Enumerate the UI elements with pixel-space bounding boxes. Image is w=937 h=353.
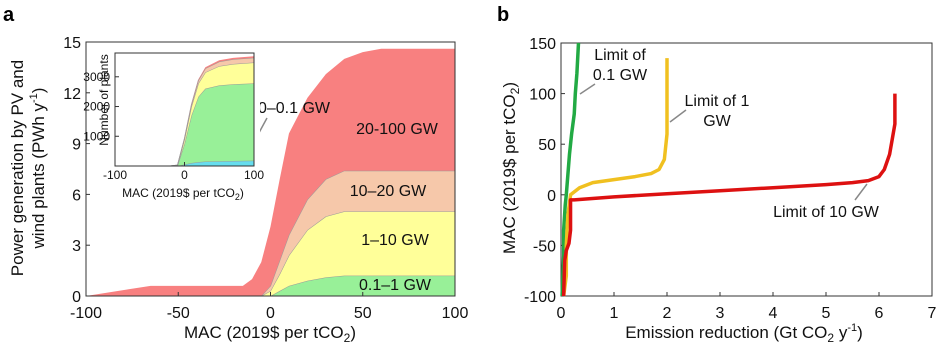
annotation-limit-0-1-gw-line1: Limit of — [594, 47, 646, 64]
panel-b-xtick-label-4: 4 — [769, 305, 778, 322]
panel-b-xtick-label-0: 0 — [557, 305, 566, 322]
panel-b-ticks: 0 1 2 3 4 5 6 7 -100 -50 0 50 100 150 — [524, 36, 937, 322]
annotation-limit-1-gw-leader — [669, 109, 687, 123]
panel-b-xtick-label-3: 3 — [716, 305, 725, 322]
panel-b-ytick-label-1: -50 — [533, 238, 556, 255]
annotation-20-100-gw: 20-100 GW — [356, 121, 439, 138]
panel-a-ytick-label-3: 9 — [72, 137, 81, 154]
inset-ytick-label-1: 2000 — [83, 100, 110, 114]
panel-a-ylabel-line2: wind plants (PWh y-1) — [28, 88, 48, 250]
inset-area-1 — [115, 83, 254, 166]
panel-a-xlabel: MAC (2019$ per tCO2) — [184, 323, 356, 345]
panel-b-chart: 0 1 2 3 4 5 6 7 -100 -50 0 50 100 150 Emission reduct… — [500, 36, 937, 345]
panel-b-label: b — [497, 4, 509, 26]
inset-ytick-label-2: 3000 — [83, 70, 110, 84]
panel-a-ytick-label-1: 3 — [72, 238, 81, 255]
annotation-10-20-gw: 10–20 GW — [350, 183, 427, 200]
panel-b-lines — [560, 42, 897, 297]
inset-area-2 — [115, 62, 254, 166]
panel-b-series-line-0 — [560, 42, 581, 297]
panel-a-inset: -100 0 100 1000 2000 3000 MAC (2019$ per tCO2… — [83, 49, 264, 202]
panel-a-area-1 — [86, 211, 455, 296]
inset-ticks: -100 0 100 1000 2000 3000 — [83, 70, 264, 182]
panel-b-xtick-label-7: 7 — [928, 305, 937, 322]
annotation-limit-10-gw: Limit of 10 GW — [773, 204, 880, 221]
panel-a-ytick-label-2: 6 — [72, 187, 81, 204]
panel-b-ytick-label-0: -100 — [524, 289, 556, 306]
annotation-limit-10-gw-leader — [854, 183, 868, 201]
panel-b-frame — [560, 42, 933, 297]
panel-a-areas — [86, 48, 455, 297]
panel-b-xtick-label-5: 5 — [822, 305, 831, 322]
inset-xtick-label-0: -100 — [103, 168, 127, 182]
panel-a-ytick-label-5: 15 — [63, 35, 81, 52]
panel-a-ytick-label-0: 0 — [72, 289, 81, 306]
inset-xlabel: MAC (2019$ per tCO2) — [122, 186, 244, 202]
panel-b-series-line-2 — [561, 93, 897, 297]
panel-a-area-2 — [86, 170, 455, 296]
annotation-0-0-1-gw: 0–0.1 GW — [258, 100, 331, 117]
annotation-limit-0-1-gw-leader — [579, 83, 596, 95]
annotation-limit-1-gw-line2: GW — [703, 113, 731, 130]
panel-b-ytick-label-4: 100 — [529, 87, 556, 104]
panel-b-axes — [560, 42, 933, 297]
panel-a-ytick-label-4: 12 — [63, 86, 81, 103]
panel-a-label: a — [3, 4, 15, 26]
annotation-limit-0-1-gw-line2: 0.1 GW — [593, 67, 648, 84]
panel-b-series-line-1 — [561, 58, 669, 297]
panel-b-xtick-label-2: 2 — [663, 305, 672, 322]
panel-a-ylabel-line1: Power generation by PV and — [8, 60, 27, 276]
panel-b-xtick-label-1: 1 — [610, 305, 619, 322]
annotation-1-10-gw: 1–10 GW — [361, 232, 429, 249]
panel-a-xtick-label-2: 0 — [266, 305, 275, 322]
panel-b-xtick-label-6: 6 — [875, 305, 884, 322]
panel-a-xtick-label-1: -50 — [167, 305, 190, 322]
panel-a-xtick-label-4: 100 — [442, 305, 469, 322]
inset-ytick-label-0: 1000 — [83, 129, 110, 143]
panel-a-area-0 — [86, 275, 455, 296]
panel-a-xtick-label-0: -100 — [70, 305, 102, 322]
panel-b-ytick-label-3: 50 — [538, 137, 556, 154]
panel-b-ytick-label-5: 150 — [529, 36, 556, 53]
panel-b-ylabel: MAC (2019$ per tCO2) — [500, 82, 522, 254]
panel-b-xlabel: Emission reduction (Gt CO2 y-1) — [625, 322, 863, 345]
inset-ylabel: Number of plants — [97, 54, 111, 145]
inset-xtick-label-2: 100 — [244, 168, 264, 182]
inset-xtick-label-1: 0 — [181, 168, 188, 182]
panel-a-area-3 — [86, 48, 455, 297]
annotation-limit-1-gw-line1: Limit of 1 — [685, 93, 750, 110]
panel-b-ytick-label-2: 0 — [547, 188, 556, 205]
inset-area-0 — [115, 160, 254, 166]
panel-a-xtick-label-3: 50 — [354, 305, 372, 322]
annotation-0-1-1-gw: 0.1–1 GW — [359, 277, 432, 294]
